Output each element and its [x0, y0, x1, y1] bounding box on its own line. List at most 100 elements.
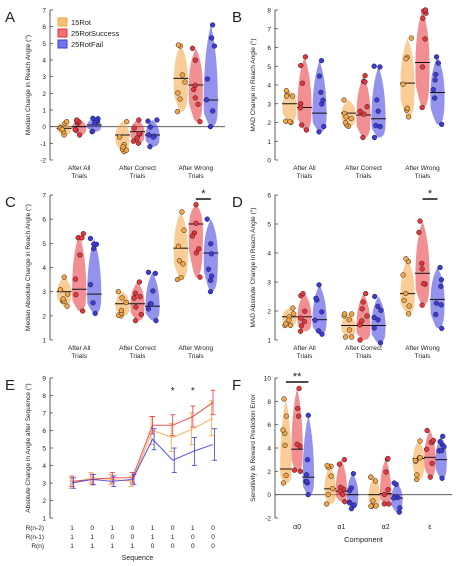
legend-label: 25RotFail	[71, 40, 103, 49]
data-point	[182, 79, 188, 85]
data-point	[438, 283, 444, 289]
violin-25RotSuccess	[424, 430, 436, 478]
sequence-cell: 0	[131, 525, 135, 532]
data-point	[342, 499, 348, 505]
panel-A: A -2 -1 0 1 2 3 4 5 6 7 Median Change in Reach Angl…	[5, 8, 225, 180]
data-point	[420, 281, 427, 287]
violin-25RotFail	[312, 60, 327, 132]
data-point	[438, 121, 445, 128]
y-axis-title: Sensitivity to Reward Prediction Error	[250, 393, 257, 501]
data-point	[405, 114, 412, 120]
data-point	[359, 318, 365, 324]
sequence-row-label: R(n)	[31, 543, 44, 550]
y-axis-title: Median Absolute Change in Reach Angle (°…	[24, 204, 32, 331]
x-tick-label: After All Trials	[68, 165, 91, 180]
data-point	[131, 125, 137, 131]
data-point	[375, 108, 381, 114]
x-tick-label: After All Trials	[293, 345, 316, 360]
data-point	[123, 299, 129, 306]
data-point	[287, 119, 293, 125]
data-point	[341, 311, 348, 317]
data-point	[429, 460, 435, 467]
data-point	[90, 300, 96, 306]
y-tick-label: 2	[267, 120, 271, 127]
violin-25RotSuccess	[72, 233, 87, 311]
data-point	[193, 202, 199, 208]
data-point	[290, 305, 296, 311]
data-point	[297, 468, 304, 474]
data-point	[204, 76, 211, 82]
data-point	[287, 322, 294, 329]
data-point	[193, 220, 199, 226]
sequence-cell: 0	[191, 534, 195, 541]
data-point	[400, 272, 406, 278]
sequence-cell: 1	[90, 534, 94, 541]
data-point	[115, 289, 121, 295]
panel-letter: A	[5, 9, 15, 26]
data-point	[304, 457, 311, 463]
data-point	[191, 86, 197, 93]
data-point	[138, 311, 144, 318]
data-point	[124, 119, 130, 125]
data-point	[360, 134, 366, 141]
y-tick-label: 6	[267, 422, 271, 429]
significance-star: *	[191, 386, 195, 397]
violin-25RotSuccess	[291, 388, 303, 472]
data-point	[377, 64, 383, 70]
significance-star: *	[428, 188, 433, 200]
data-point	[391, 480, 397, 486]
x-tick-label: α0	[293, 524, 301, 531]
data-point	[299, 80, 306, 86]
y-axis-title: MAD Change in Reach Angle (°)	[249, 38, 257, 131]
data-point	[383, 469, 389, 475]
data-point	[153, 318, 159, 324]
data-point	[283, 321, 289, 327]
data-point	[189, 45, 196, 51]
data-point	[375, 317, 381, 323]
data-point	[348, 506, 355, 512]
data-point	[437, 264, 443, 271]
data-point	[283, 93, 290, 99]
panel-letter: D	[232, 194, 243, 211]
y-tick-label: 0	[267, 492, 271, 499]
data-point	[440, 433, 446, 439]
data-point	[64, 119, 70, 125]
data-point	[385, 487, 391, 493]
data-point	[283, 87, 289, 94]
data-point	[298, 315, 304, 321]
data-point	[372, 293, 378, 300]
data-point	[362, 72, 368, 79]
data-point	[64, 303, 70, 309]
y-tick-label: -2	[40, 158, 46, 165]
data-point	[280, 427, 286, 433]
data-point	[181, 227, 187, 233]
data-point	[337, 488, 343, 494]
x-tick-label: After Correct Trials	[119, 345, 156, 360]
y-tick-label: -2	[265, 516, 271, 523]
y-axis-title: Median Change in Reach Angle (°)	[24, 35, 32, 135]
data-point	[72, 276, 79, 282]
data-point	[282, 442, 288, 449]
data-point	[417, 438, 423, 444]
data-point	[403, 290, 409, 297]
data-point	[433, 311, 439, 318]
x-tick-label: After Correct Trials	[345, 345, 382, 360]
data-point	[135, 140, 142, 146]
y-tick-label: 8	[267, 399, 271, 406]
data-point	[73, 292, 79, 298]
data-point	[192, 95, 198, 101]
data-point	[280, 480, 287, 486]
y-tick-label: 7	[42, 411, 46, 418]
sequence-cell: 1	[90, 543, 94, 550]
data-point	[361, 111, 367, 117]
sequence-cell: 0	[191, 543, 195, 550]
data-point	[89, 128, 96, 134]
data-point	[439, 475, 445, 481]
data-point	[374, 97, 380, 103]
sequence-cell: 0	[110, 534, 114, 541]
data-point	[123, 147, 130, 153]
legend-label: 25RotSuccess	[71, 29, 120, 38]
data-point	[79, 308, 86, 314]
data-point	[301, 318, 308, 325]
data-point	[416, 229, 422, 236]
